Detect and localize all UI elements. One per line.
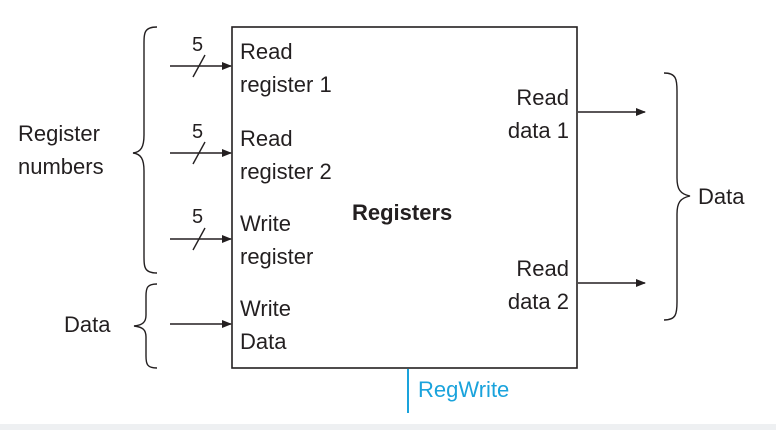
read-register-2-line-2: register 2 bbox=[240, 159, 332, 184]
read-register-1-bus-slash bbox=[192, 54, 206, 78]
read-data-2-line-2: data 2 bbox=[507, 289, 569, 314]
register-numbers-line-1: Register bbox=[18, 121, 100, 146]
input-data-label: Data bbox=[64, 312, 111, 337]
register-numbers-label: Register numbers bbox=[18, 117, 104, 183]
register-numbers-brace bbox=[132, 26, 158, 274]
write-register-bus-slash bbox=[192, 227, 206, 251]
read-register-2-port: Read register 2 bbox=[240, 122, 332, 188]
register-numbers-line-2: numbers bbox=[18, 154, 104, 179]
read-register-1-bus-width: 5 bbox=[192, 34, 204, 56]
write-data-line-2: Data bbox=[240, 329, 287, 354]
read-register-2-line-1: Read bbox=[240, 126, 293, 151]
registers-title: Registers bbox=[352, 200, 453, 225]
registers-block bbox=[231, 26, 578, 369]
output-data-brace bbox=[663, 72, 691, 321]
read-register-2-bus-slash bbox=[192, 141, 206, 165]
read-data-1-line-2: data 1 bbox=[507, 118, 569, 143]
write-register-port: Write register bbox=[240, 207, 313, 273]
write-register-bus-width: 5 bbox=[192, 206, 204, 228]
bottom-strip bbox=[0, 424, 776, 430]
read-data-1-line-1: Read bbox=[516, 85, 569, 110]
read-register-1-line-1: Read bbox=[240, 39, 293, 64]
output-data-label: Data bbox=[698, 184, 745, 209]
input-data-brace bbox=[133, 283, 158, 369]
read-data-2-line-1: Read bbox=[516, 256, 569, 281]
write-data-line-1: Write bbox=[240, 296, 291, 321]
write-register-line-1: Write bbox=[240, 211, 291, 236]
read-data-1-port: Read data 1 bbox=[470, 81, 569, 147]
regwrite-label: RegWrite bbox=[418, 377, 510, 402]
read-data-2-port: Read data 2 bbox=[470, 252, 569, 318]
read-register-2-bus-width: 5 bbox=[192, 121, 204, 143]
write-register-line-2: register bbox=[240, 244, 314, 269]
write-data-port: Write Data bbox=[240, 292, 291, 358]
read-register-1-line-2: register 1 bbox=[240, 72, 332, 97]
read-register-1-port: Read register 1 bbox=[240, 35, 332, 101]
